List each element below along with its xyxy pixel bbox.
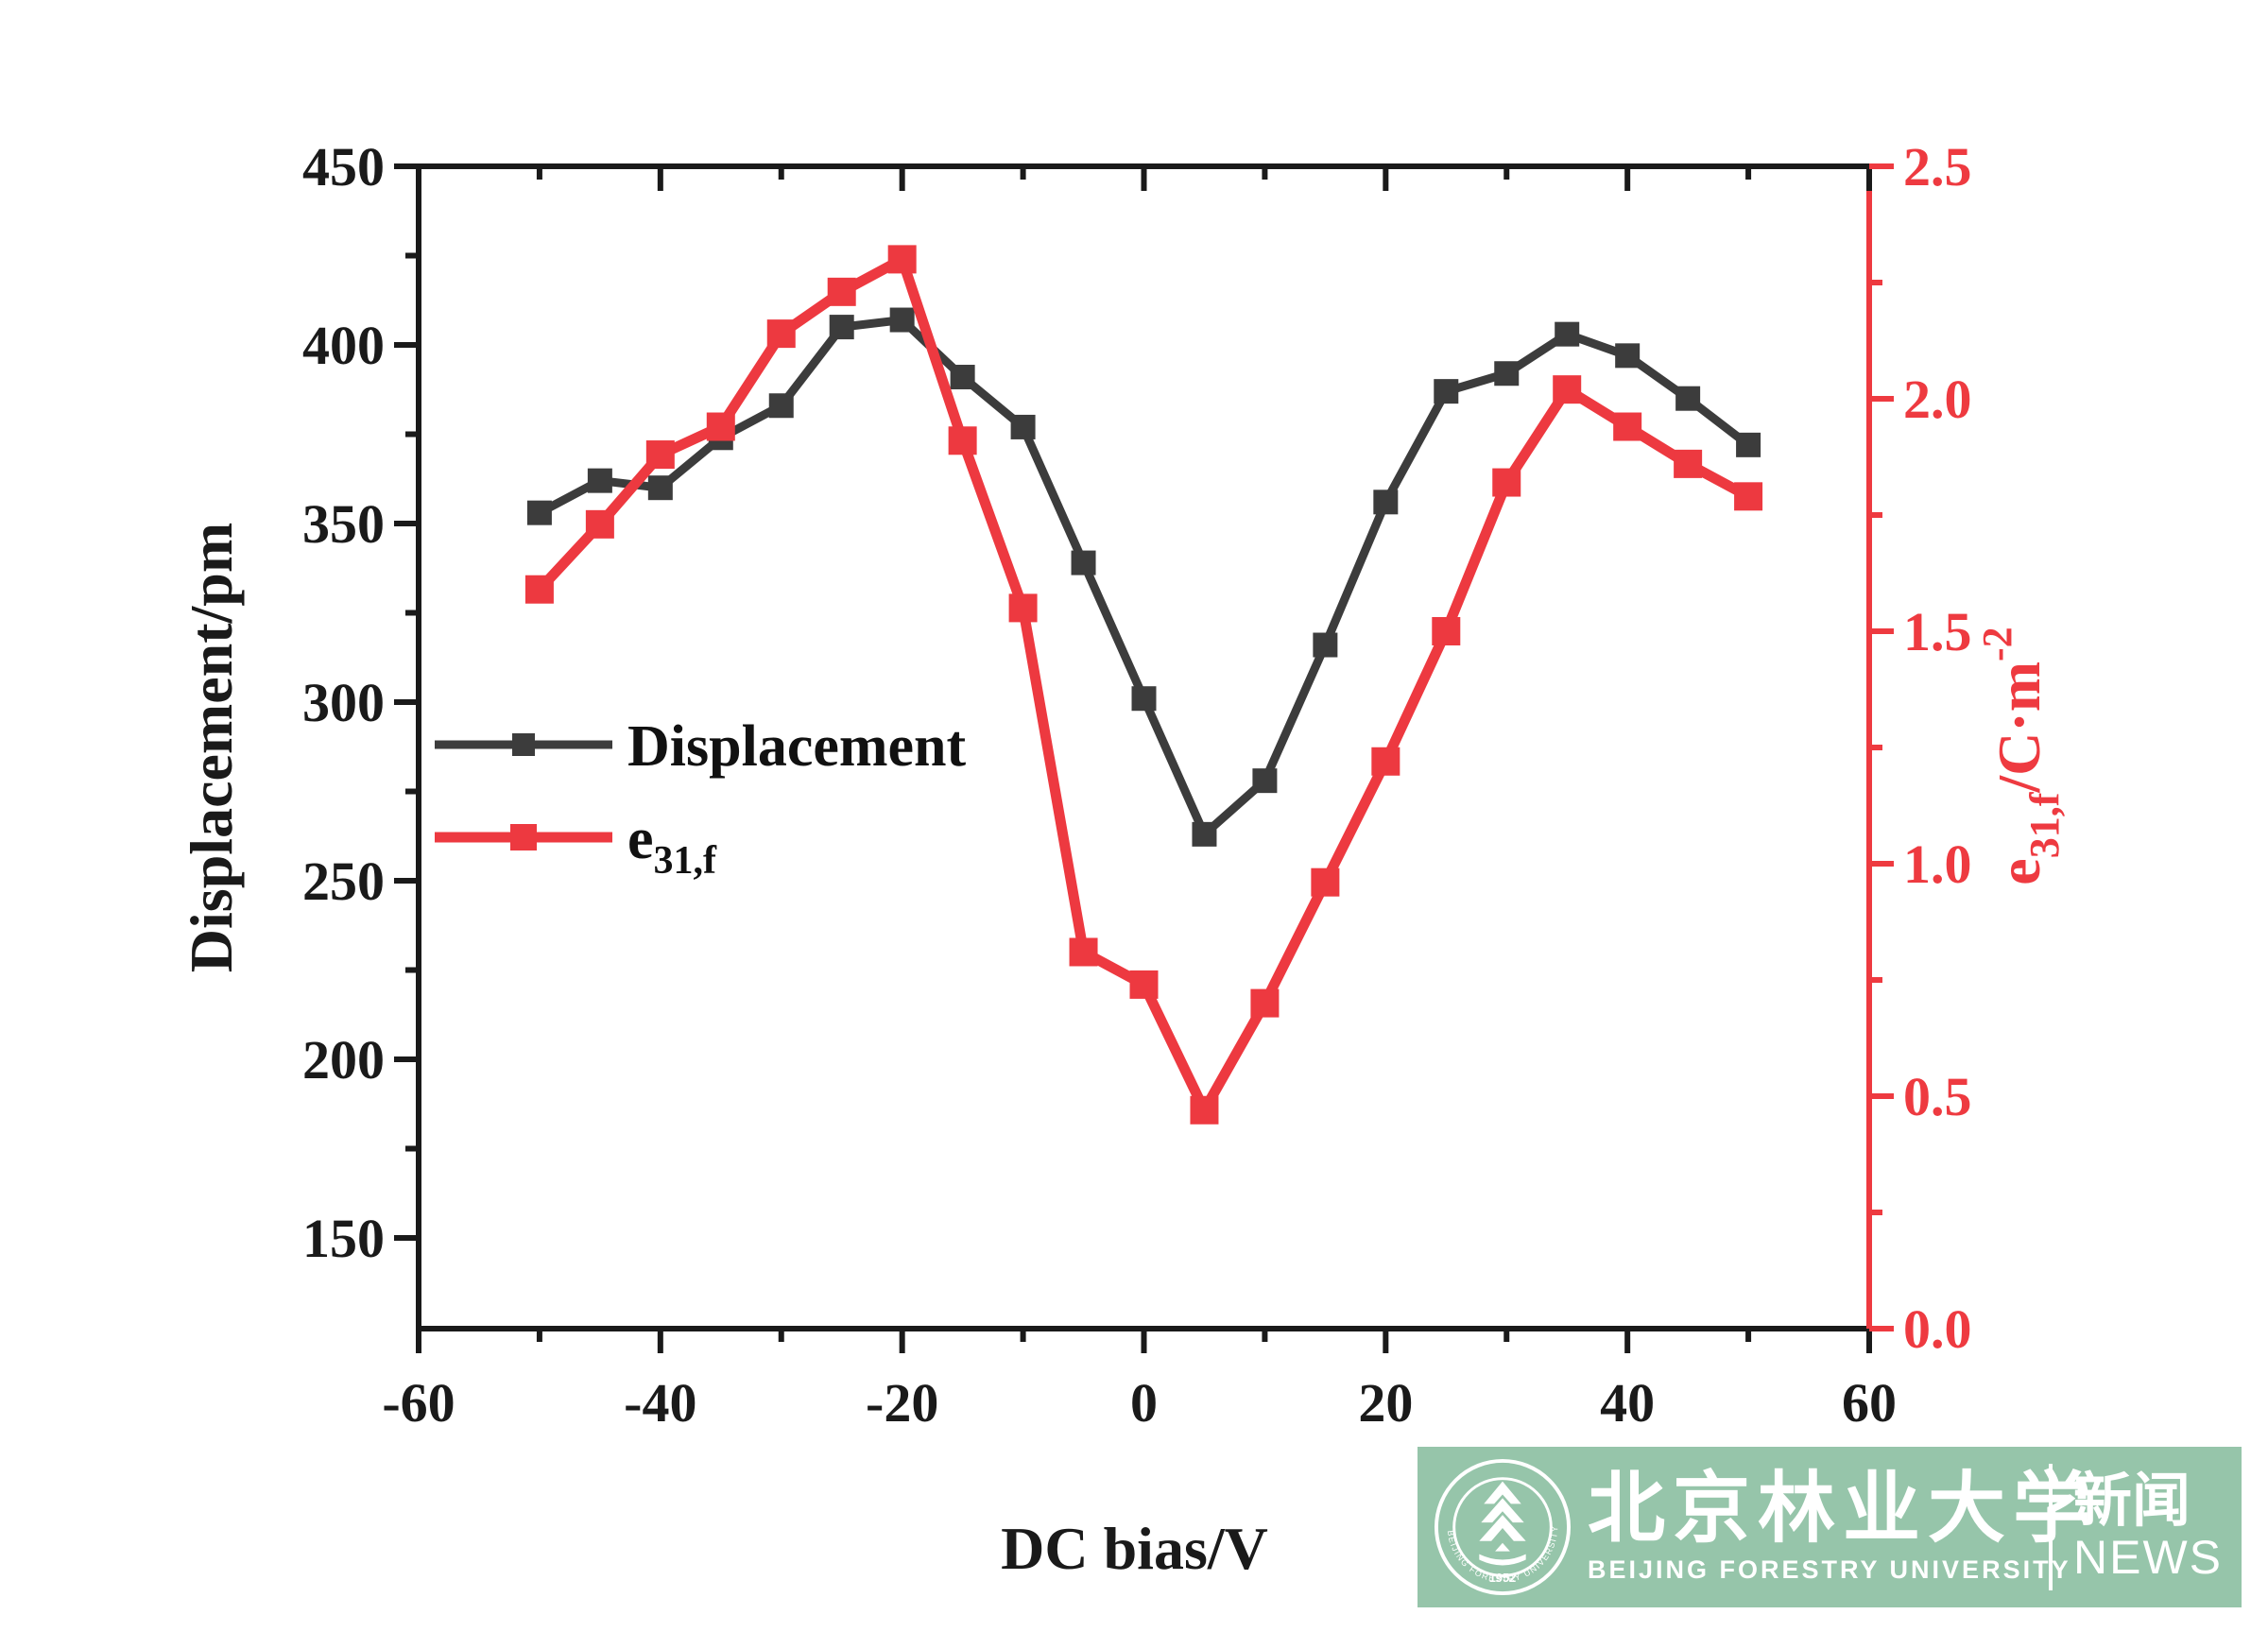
seal-tree-icon	[1479, 1481, 1526, 1566]
x-axis-title: DC bias/V	[1001, 1515, 1268, 1582]
legend-label: Displacement	[627, 714, 967, 779]
data-point-marker	[1190, 1095, 1219, 1125]
y-right-tick-label: 2.0	[1903, 369, 1972, 430]
series-Displacement	[526, 307, 1761, 847]
data-point-marker	[1555, 321, 1580, 347]
data-point-marker	[1071, 550, 1096, 575]
y-right-tick-label: 0.5	[1903, 1066, 1972, 1127]
y-right-tick-label: 1.0	[1903, 833, 1972, 895]
data-point-marker	[524, 575, 554, 604]
y-left-tick-label: 400	[302, 315, 385, 376]
data-point-marker	[1432, 617, 1461, 645]
x-tick-label: 0	[1130, 1372, 1158, 1434]
data-point-marker	[1494, 361, 1520, 386]
data-point-marker	[645, 440, 675, 470]
y-left-tick-label: 200	[302, 1029, 385, 1091]
data-point-marker	[1192, 821, 1217, 847]
seal-year: 1952	[1489, 1571, 1517, 1585]
y-left-tick-label: 250	[302, 850, 385, 912]
y-left-tick-label: 350	[302, 493, 385, 555]
legend-label: e31,f	[627, 807, 717, 883]
data-point-marker	[768, 393, 794, 419]
data-point-marker	[1250, 988, 1280, 1018]
data-point-marker	[526, 500, 552, 525]
data-point-marker	[1131, 686, 1157, 712]
y-right-tick-label: 2.5	[1903, 136, 1972, 198]
y-right-axis-title: e31,f/C·m-2	[1974, 627, 2068, 885]
university-name-en: BEIJING FORESTRY UNIVERSITY	[1588, 1555, 2071, 1584]
news-label-cn: 新闻	[2073, 1469, 2191, 1535]
axis-tick-labels: -60 -40 -20 0 20 40 60 150 200 250 300 350 400 450 0.0…	[302, 136, 1972, 1434]
data-point-marker	[1615, 343, 1641, 369]
data-point-marker	[1313, 632, 1338, 658]
data-point-marker	[1675, 386, 1701, 411]
data-point-marker	[1492, 468, 1521, 497]
data-point-marker	[1311, 867, 1340, 897]
y-left-axis-title: Displacement/pm	[178, 523, 245, 972]
university-name-cn: 北京林业大学	[1588, 1465, 2099, 1552]
data-point-marker	[585, 509, 614, 539]
x-tick-label: -60	[382, 1372, 455, 1434]
axis-ticks	[394, 163, 1894, 1353]
data-point-marker	[1553, 375, 1582, 404]
y-left-tick-label: 150	[302, 1208, 385, 1269]
data-point-marker	[766, 319, 796, 349]
data-point-marker	[950, 365, 975, 390]
banner-divider	[2049, 1464, 2053, 1590]
legend-marker	[510, 824, 537, 850]
legend-marker	[512, 733, 535, 756]
axis-titles: DC bias/V Displacement/pm e31,f/C·m-2	[178, 523, 2068, 1582]
y-right-tick-label: 0.0	[1903, 1298, 1972, 1360]
seal-arc-text: BEIJING FORESTRY UNIVERSITY	[1446, 1525, 1559, 1585]
data-point-marker	[1734, 482, 1763, 511]
y-left-tick-label: 450	[302, 136, 385, 198]
data-point-marker	[1010, 414, 1036, 439]
data-point-marker	[827, 277, 856, 306]
data-point-marker	[1373, 490, 1399, 515]
x-tick-label: 20	[1358, 1372, 1413, 1434]
x-tick-label: -40	[624, 1372, 696, 1434]
data-point-marker	[587, 468, 612, 493]
bfu-news-banner: 1952 BEIJING FORESTRY UNIVERSITY 北京林业大学 …	[1418, 1447, 2242, 1607]
data-point-marker	[1008, 593, 1038, 623]
data-point-marker	[1674, 449, 1703, 478]
x-tick-label: 60	[1842, 1372, 1897, 1434]
seal-inner-ring	[1452, 1477, 1553, 1577]
data-point-marker	[706, 412, 735, 441]
data-point-marker	[889, 307, 915, 333]
data-point-marker	[1069, 937, 1098, 967]
x-tick-label: -20	[866, 1372, 938, 1434]
data-point-marker	[887, 245, 917, 274]
banner-university-block: 北京林业大学 BEIJING FORESTRY UNIVERSITY	[1588, 1465, 2099, 1585]
bfu-seal-logo: 1952 BEIJING FORESTRY UNIVERSITY	[1434, 1458, 1572, 1596]
data-point-marker	[1434, 379, 1459, 404]
series-e31,f	[524, 245, 1763, 1125]
data-point-marker	[1371, 747, 1400, 776]
y-left-tick-label: 300	[302, 672, 385, 733]
data-point-marker	[1613, 412, 1642, 441]
news-label-en: NEWS	[2073, 1531, 2223, 1585]
x-tick-label: 40	[1600, 1372, 1655, 1434]
data-point-marker	[1129, 970, 1159, 999]
data-point-marker	[647, 475, 673, 501]
y-right-tick-label: 1.5	[1903, 601, 1972, 662]
seal-outer-ring	[1434, 1458, 1572, 1596]
banner-news-block: 新闻 NEWS	[2068, 1471, 2226, 1583]
legend: Displacement e31,f	[435, 714, 967, 883]
data-point-marker	[829, 315, 854, 340]
data-point-marker	[1252, 768, 1278, 794]
data-point-marker	[1736, 432, 1761, 457]
data-point-marker	[948, 426, 977, 455]
